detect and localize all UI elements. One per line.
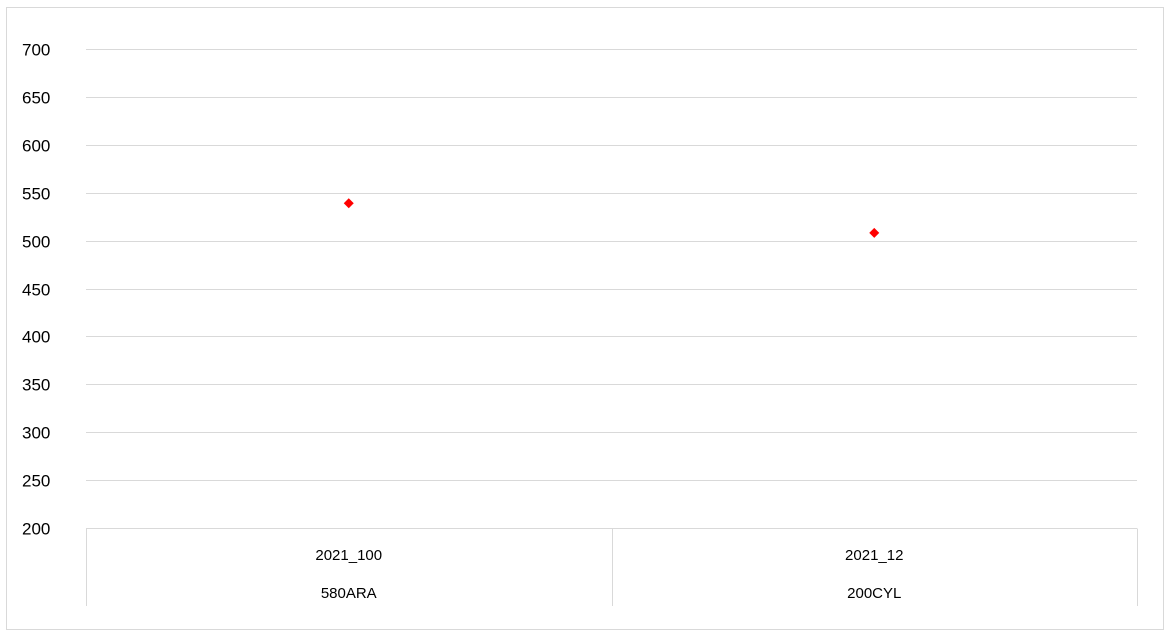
y-tick-label: 250 (22, 472, 50, 491)
x-category-label: 2021_12 (845, 547, 903, 564)
data-point (869, 227, 880, 238)
x-axis: 2021_100 580ARA 2021_12 200CYL (86, 528, 1138, 606)
x-category-label: 2021_100 (315, 547, 382, 564)
y-tick-label: 350 (22, 376, 50, 395)
x-category-sublabel: 200CYL (847, 585, 901, 602)
y-tick-label: 600 (22, 137, 50, 156)
data-points (343, 198, 880, 238)
y-tick-label: 650 (22, 89, 50, 108)
data-point (343, 198, 354, 209)
y-tick-label: 400 (22, 328, 50, 347)
x-category-sublabel: 580ARA (321, 585, 377, 602)
gridlines (86, 49, 1137, 481)
y-tick-label: 450 (22, 281, 50, 300)
y-tick-label: 300 (22, 424, 50, 443)
y-axis: 200 250 300 350 400 450 500 550 600 650 700 (22, 41, 50, 539)
y-tick-label: 550 (22, 185, 50, 204)
y-tick-label: 500 (22, 233, 50, 252)
y-tick-label: 200 (22, 520, 50, 539)
y-tick-label: 700 (22, 41, 50, 60)
chart-frame (6, 7, 1164, 630)
